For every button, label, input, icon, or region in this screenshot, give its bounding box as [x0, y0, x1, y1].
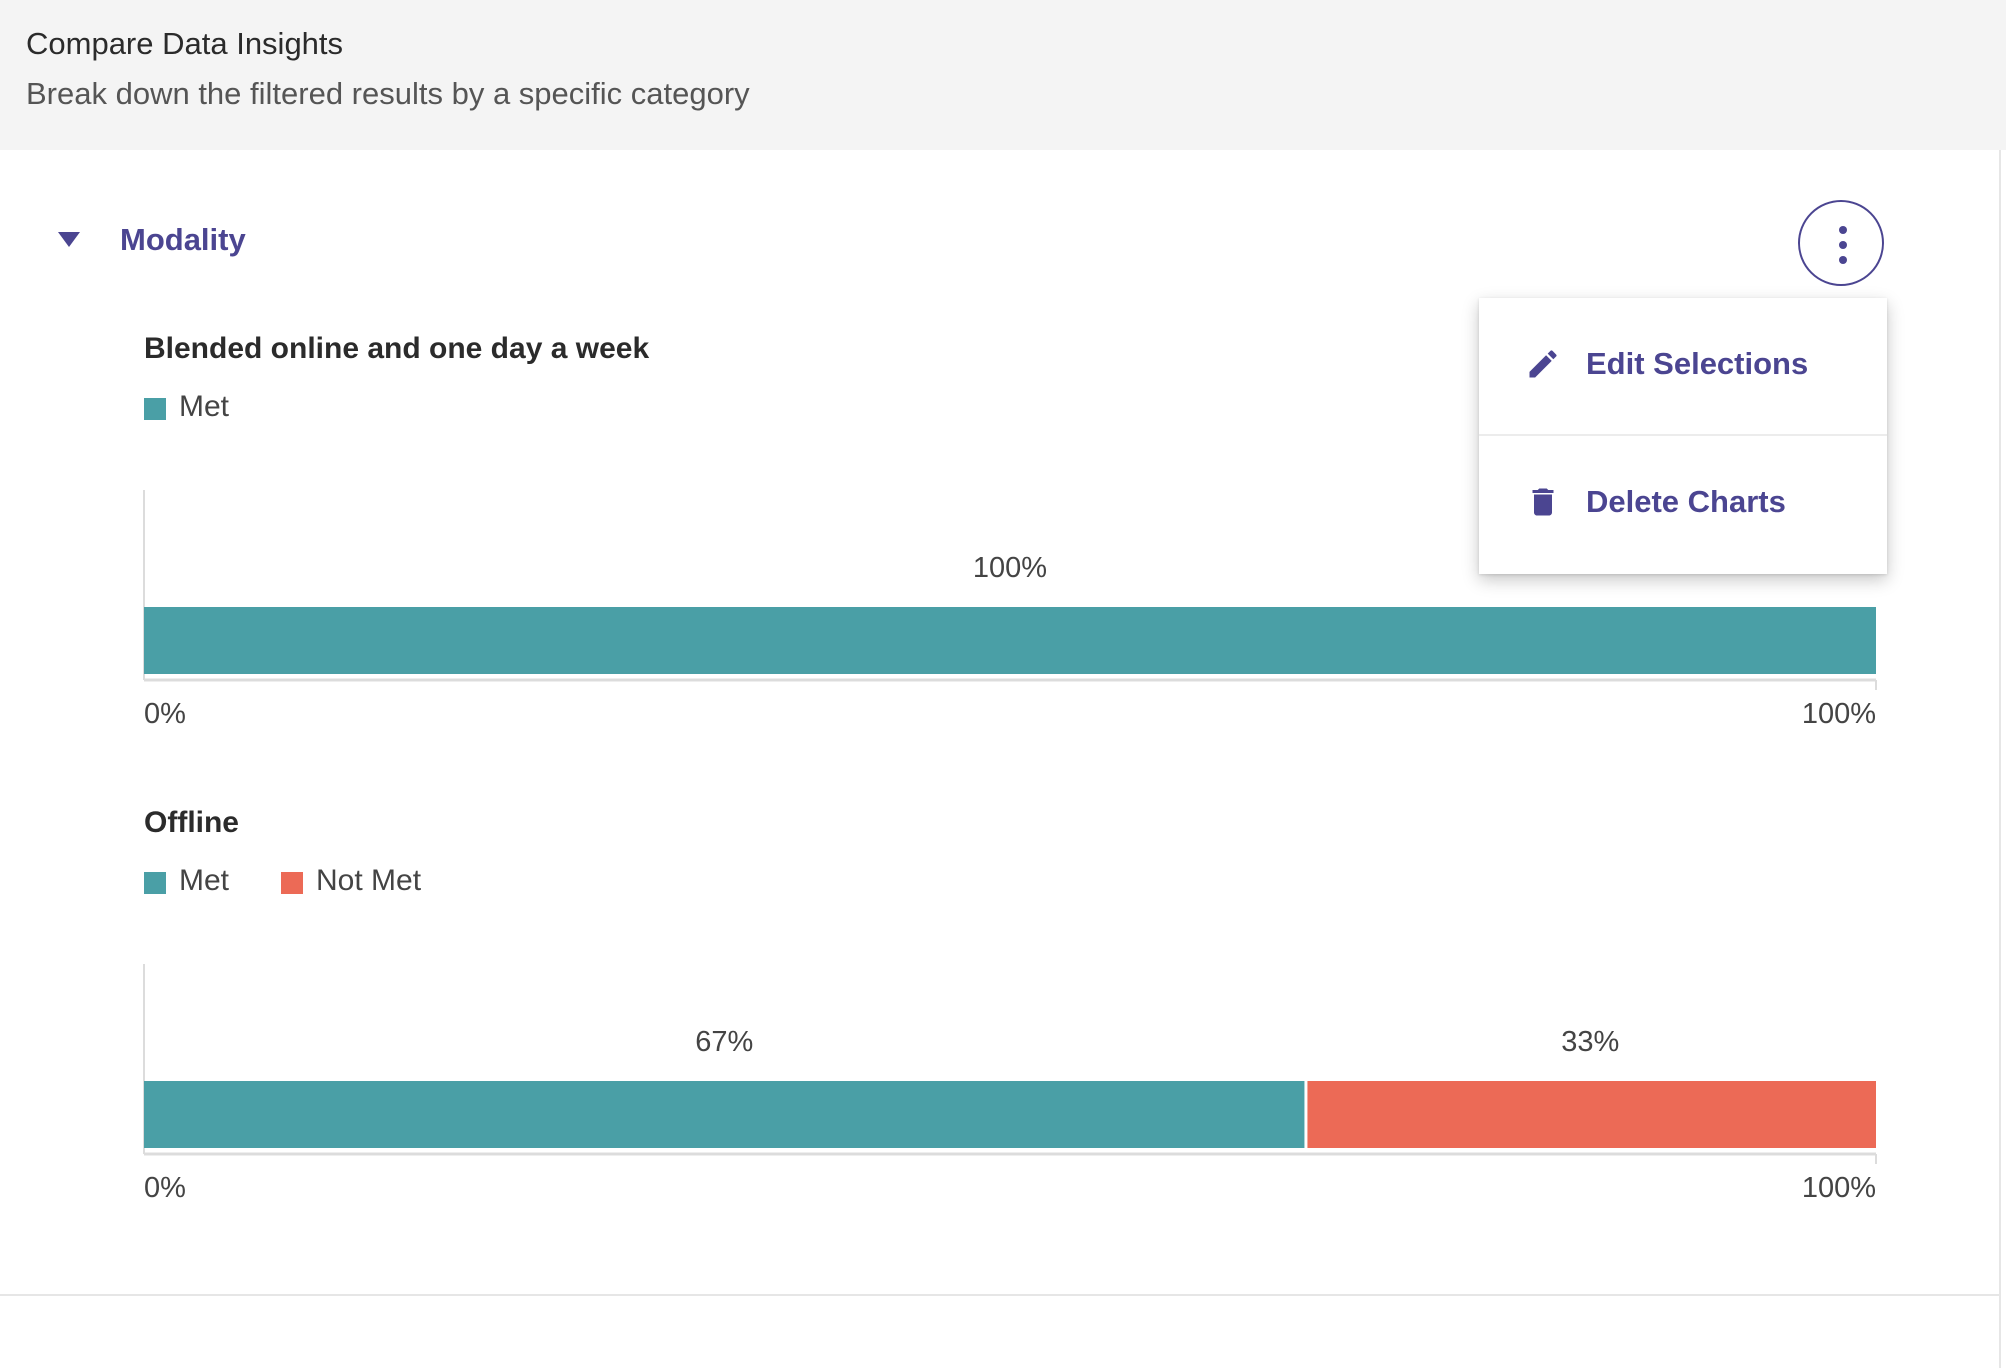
tick-label: 0%: [144, 1172, 186, 1204]
tick-label: 0%: [144, 698, 186, 730]
legend-swatch-met: [144, 872, 166, 894]
tick-label: 100%: [1802, 1172, 1876, 1204]
stacked-bar-chart: 100% 0% 100%: [143, 490, 1877, 730]
menu-item-label: Edit Selections: [1586, 346, 1809, 381]
page-header: Compare Data Insights Break down the fil…: [0, 0, 2006, 150]
chart-title: Blended online and one day a week: [144, 332, 650, 365]
data-label: 67%: [695, 1026, 753, 1058]
legend-label-not-met: Not Met: [316, 864, 422, 897]
modality-section-toggle[interactable]: [0, 200, 1900, 280]
tick-label: 100%: [1802, 698, 1876, 730]
delete-charts-menu-item[interactable]: Delete Charts: [1479, 436, 1887, 572]
legend-label-met: Met: [179, 390, 230, 423]
trash-icon: [1532, 488, 1554, 516]
bar-segment-met: [144, 607, 1876, 674]
section-title[interactable]: Modality: [120, 222, 246, 257]
more-options-button[interactable]: [1798, 200, 1884, 286]
more-vert-icon: [1839, 226, 1847, 234]
legend-swatch-met: [144, 398, 166, 420]
divider: [0, 1294, 1999, 1296]
edit-selections-menu-item[interactable]: Edit Selections: [1479, 298, 1887, 434]
data-label: 100%: [973, 552, 1047, 584]
page-title: Compare Data Insights: [26, 26, 344, 61]
data-label: 33%: [1561, 1026, 1619, 1058]
legend-label-met: Met: [179, 864, 230, 897]
stacked-bar-chart: 67% 33% 0% 100%: [143, 964, 1877, 1204]
page-subtitle: Break down the filtered results by a spe…: [26, 76, 750, 111]
legend-swatch-not-met: [281, 872, 303, 894]
more-vert-icon-dot: [1839, 256, 1847, 264]
menu-item-label: Delete Charts: [1586, 484, 1786, 519]
options-menu: Edit Selections Delete Charts: [1479, 298, 1887, 574]
bar-segment-not-met: [1307, 1081, 1876, 1148]
chart-title: Offline: [144, 806, 239, 839]
caret-down-icon[interactable]: [58, 232, 80, 247]
bar-segment-met: [144, 1081, 1305, 1148]
menu-divider: [1479, 434, 1887, 436]
panel-border: [1999, 150, 2001, 1368]
pencil-icon: [1529, 350, 1557, 378]
more-vert-icon-dot: [1839, 241, 1847, 249]
